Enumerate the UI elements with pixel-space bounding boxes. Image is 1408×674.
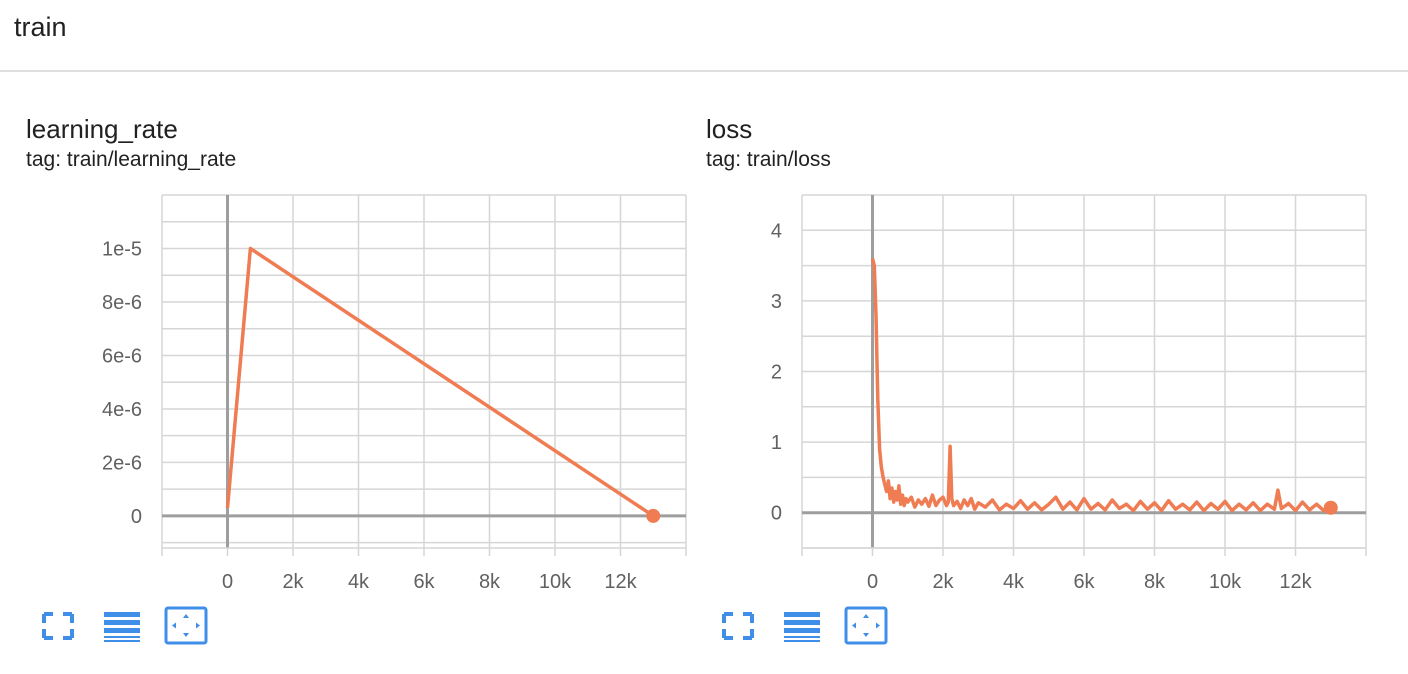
fullscreen-icon — [722, 612, 754, 640]
y-tick-label: 2 — [771, 362, 782, 384]
chart-tag: tag: train/learning_rate — [26, 148, 237, 171]
log-scale-button[interactable] — [100, 606, 144, 646]
x-tick-label: 8k — [1144, 571, 1166, 593]
x-tick-label: 10k — [539, 571, 572, 593]
fit-domain-button[interactable] — [844, 606, 888, 646]
x-tick-label: 4k — [1003, 571, 1025, 593]
series-last-point — [646, 508, 661, 523]
fit-domain-icon — [844, 606, 888, 645]
y-tick-label: 8e-6 — [102, 292, 142, 314]
x-tick-label: 2k — [282, 571, 304, 593]
log-scale-icon — [104, 612, 140, 642]
y-tick-label: 3 — [771, 291, 782, 313]
series-line — [870, 258, 1332, 513]
y-tick-label: 0 — [771, 503, 782, 525]
chart-title: loss — [706, 114, 753, 144]
chart-tag: tag: train/loss — [706, 148, 831, 171]
group-header: train — [0, 0, 1408, 72]
fullscreen-button[interactable] — [716, 606, 760, 646]
fullscreen-button[interactable] — [36, 606, 80, 646]
chart-plot-learning-rate[interactable]: 0 2k 4k 6k 8k 10k 12k 0 2e-6 4e-6 6e-6 8e-6 1e-5 — [0, 100, 700, 600]
x-tick-label: 12k — [604, 571, 637, 593]
fit-domain-icon — [164, 606, 208, 645]
series-line — [225, 246, 655, 518]
x-tick-label: 8k — [479, 571, 501, 593]
fullscreen-icon — [42, 612, 74, 640]
chart-title: learning_rate — [26, 114, 178, 144]
x-tick-label: 0 — [867, 571, 878, 593]
log-scale-icon — [784, 612, 820, 642]
series-last-point — [1323, 500, 1338, 515]
log-scale-button[interactable] — [780, 606, 824, 646]
chart-card-loss: loss tag: train/loss 0 2k 4k 6k 8k 10k 12k 0 1 2 3… — [680, 100, 1367, 674]
y-tick-label: 6e-6 — [102, 345, 142, 367]
y-tick-label: 1e-5 — [102, 238, 142, 260]
x-tick-label: 6k — [413, 571, 435, 593]
y-tick-label: 0 — [131, 506, 142, 528]
x-tick-label: 12k — [1279, 571, 1312, 593]
x-tick-label: 4k — [348, 571, 370, 593]
x-tick-label: 0 — [222, 571, 233, 593]
y-tick-label: 4e-6 — [102, 399, 142, 421]
x-tick-label: 2k — [932, 571, 954, 593]
x-tick-label: 10k — [1209, 571, 1242, 593]
chart-card-learning-rate: learning_rate tag: train/learning_rate 0… — [0, 100, 687, 674]
chart-plot-loss[interactable]: 0 2k 4k 6k 8k 10k 12k 0 1 2 3 4 — [680, 100, 1380, 600]
fit-domain-button[interactable] — [164, 606, 208, 646]
y-tick-label: 4 — [771, 220, 782, 242]
y-tick-label: 2e-6 — [102, 452, 142, 474]
group-title: train — [14, 12, 67, 42]
x-tick-label: 6k — [1073, 571, 1095, 593]
y-tick-label: 1 — [771, 432, 782, 454]
